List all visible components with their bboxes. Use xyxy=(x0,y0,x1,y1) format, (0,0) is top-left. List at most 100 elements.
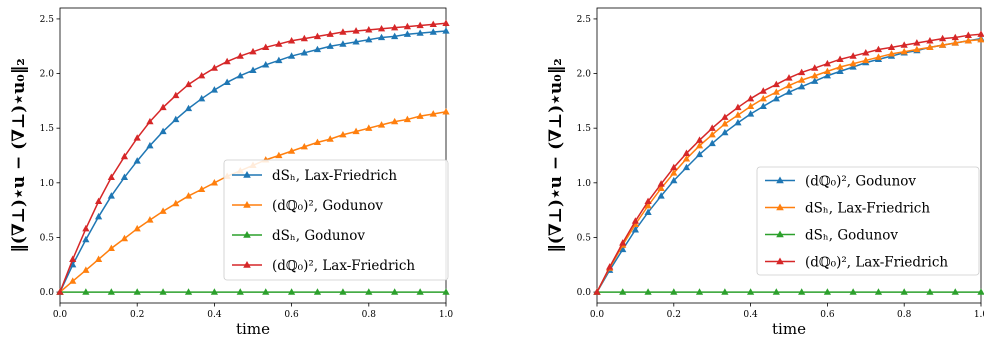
legend-marker xyxy=(243,231,251,238)
data-point xyxy=(403,22,412,30)
data-point xyxy=(887,43,896,50)
x-tick-label: 1.0 xyxy=(974,310,984,320)
data-point xyxy=(657,192,665,199)
data-point xyxy=(236,52,244,59)
data-point xyxy=(133,288,141,295)
data-point xyxy=(695,288,704,295)
data-point xyxy=(339,130,347,138)
axes-frame xyxy=(59,7,447,304)
data-point xyxy=(287,147,296,154)
data-point xyxy=(416,112,424,119)
data-point xyxy=(938,34,947,42)
data-point xyxy=(785,81,793,89)
data-point xyxy=(862,48,870,56)
y-tick-label: 0.0 xyxy=(577,288,592,298)
y-tick-label: 0.0 xyxy=(40,288,55,298)
data-point xyxy=(133,224,141,232)
data-point xyxy=(823,288,832,295)
data-point xyxy=(210,288,219,295)
data-point xyxy=(772,94,780,102)
data-point xyxy=(249,66,257,73)
series-4 xyxy=(56,19,450,295)
data-point xyxy=(210,64,219,71)
data-point xyxy=(262,61,270,68)
y-tick-label: 2.5 xyxy=(577,15,592,25)
data-point xyxy=(146,117,154,125)
legend-label: dSₕ, Lax-Friedrich xyxy=(272,168,397,184)
data-point xyxy=(977,35,984,43)
data-point xyxy=(849,63,857,70)
data-point xyxy=(391,117,399,125)
data-point xyxy=(798,76,806,83)
data-point xyxy=(82,224,90,232)
data-point xyxy=(836,63,844,70)
x-tick-label: 0.2 xyxy=(130,310,144,320)
data-point xyxy=(377,33,386,41)
data-point xyxy=(159,127,167,135)
legend-marker xyxy=(776,230,784,238)
legend-marker xyxy=(243,171,251,178)
legend-label: (dℚ₀)², Godunov xyxy=(272,198,383,214)
data-point xyxy=(236,288,244,295)
data-point xyxy=(887,50,896,57)
data-point xyxy=(391,23,399,31)
data-point xyxy=(94,212,103,220)
data-point xyxy=(416,21,424,29)
data-point xyxy=(836,67,844,75)
data-point xyxy=(133,134,141,141)
data-point xyxy=(708,124,716,131)
legend-marker xyxy=(776,257,784,265)
data-point xyxy=(644,288,652,295)
data-point xyxy=(198,71,206,79)
data-point xyxy=(785,74,793,81)
data-point xyxy=(403,115,412,123)
data-point xyxy=(798,288,806,295)
data-point xyxy=(120,152,129,160)
data-point xyxy=(365,288,373,295)
y-axis-label: ‖(∇⊥)⋆u − (∇⊥)⋆u₀‖₂ xyxy=(546,58,566,252)
data-point xyxy=(184,288,193,295)
data-point xyxy=(210,86,219,93)
data-point xyxy=(94,197,103,205)
data-point xyxy=(619,239,627,246)
data-point xyxy=(644,201,652,209)
data-point xyxy=(82,235,90,243)
data-point xyxy=(442,19,450,26)
data-point xyxy=(708,130,716,138)
data-point xyxy=(670,288,678,295)
legend-marker xyxy=(243,201,251,208)
data-point xyxy=(377,24,386,32)
data-point xyxy=(236,71,244,79)
data-point xyxy=(146,216,154,223)
data-point xyxy=(977,288,984,295)
data-point xyxy=(938,41,947,48)
data-point xyxy=(670,163,678,171)
data-point xyxy=(146,141,154,149)
legend: (dℚ₀)², Godunov dSₕ, Lax-Friedrich dSₕ, Go… xyxy=(756,166,980,276)
legend-label: (dℚ₀)², Godunov xyxy=(805,174,916,190)
data-point xyxy=(823,71,832,79)
data-point xyxy=(695,150,704,158)
data-point xyxy=(275,56,283,64)
series-3 xyxy=(593,288,984,295)
data-point xyxy=(759,94,767,102)
data-point xyxy=(746,288,755,295)
data-point xyxy=(198,185,206,193)
data-point xyxy=(823,59,832,67)
data-point xyxy=(249,47,257,55)
data-point xyxy=(82,288,90,295)
data-point xyxy=(300,34,308,42)
data-point xyxy=(977,30,984,37)
data-point xyxy=(442,27,450,34)
data-point xyxy=(339,28,347,35)
data-point xyxy=(772,288,780,295)
data-point xyxy=(926,36,934,44)
data-point xyxy=(849,288,857,295)
data-point xyxy=(721,128,729,136)
series-3 xyxy=(56,288,450,295)
series-4 xyxy=(593,30,984,295)
data-point xyxy=(951,39,959,46)
legend-label: dSₕ, Godunov xyxy=(272,228,365,244)
data-point xyxy=(682,149,691,156)
data-point xyxy=(644,197,652,205)
